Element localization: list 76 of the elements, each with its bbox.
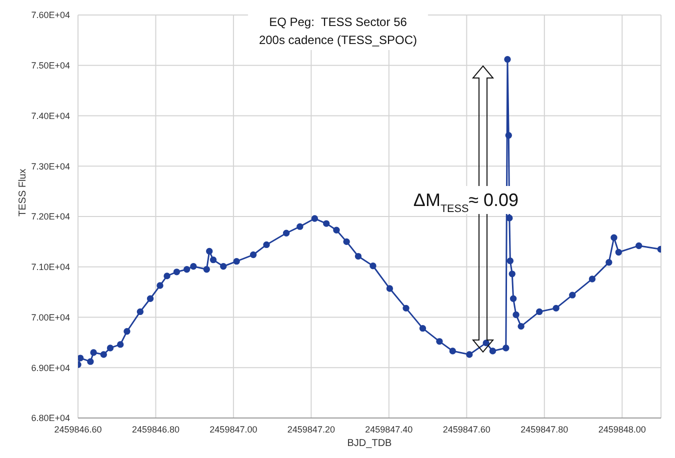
y-tick-label: 7.10E+04: [31, 262, 70, 272]
y-tick-label: 7.00E+04: [31, 312, 70, 322]
point: [220, 263, 227, 270]
x-tick-label: 2459847.60: [442, 424, 490, 434]
point: [610, 234, 618, 242]
point: [505, 132, 512, 139]
point: [323, 220, 330, 227]
point: [402, 304, 410, 312]
point: [512, 311, 520, 318]
y-tick-label: 7.40E+04: [31, 110, 70, 121]
point: [508, 270, 516, 278]
point: [466, 351, 473, 358]
point: [370, 262, 376, 270]
point: [606, 258, 612, 266]
point: [100, 351, 107, 358]
point: [588, 276, 596, 282]
y-tick-label: 7.30E+04: [31, 161, 70, 172]
y-tick-label: 6.80E+04: [31, 413, 70, 424]
point: [250, 251, 257, 258]
point: [210, 256, 217, 264]
y-tick-label: 7.20E+04: [31, 212, 70, 222]
text: 200s cadence (TESS_SPOC): [258, 33, 418, 47]
point: [156, 282, 164, 289]
point: [436, 338, 443, 345]
point: [482, 340, 490, 346]
point: [343, 238, 350, 246]
y-tick-label: 6.90E+04: [31, 362, 70, 373]
point: [146, 295, 154, 302]
point: [311, 215, 318, 222]
point: [386, 285, 394, 292]
x-tick-label: 2459846.80: [132, 424, 180, 434]
point: [333, 226, 340, 234]
point: [506, 257, 514, 264]
point: [510, 295, 517, 302]
point: [536, 308, 543, 316]
chart-title: EQ Peg: TESS Sector 56: [269, 15, 408, 29]
point: [569, 292, 576, 298]
point: [117, 341, 124, 348]
point: [203, 266, 210, 273]
point: [183, 266, 190, 273]
point: [90, 349, 97, 356]
point: [506, 214, 513, 222]
point: [449, 348, 456, 354]
annotation: ΔM$_{TESS}$≈ 0.09: [413, 190, 519, 215]
point: [296, 223, 304, 230]
point: [263, 241, 270, 248]
point: [504, 56, 511, 63]
point: [87, 358, 94, 365]
point: [489, 348, 496, 354]
x-tick-label: 2459847.40: [365, 424, 413, 434]
x-tick-label: 2459848.00: [598, 424, 646, 434]
y-tick-label: 7.60E+04: [31, 10, 70, 20]
point: [164, 272, 170, 280]
point: [635, 242, 642, 250]
x-tick-label: 2459847.20: [287, 424, 335, 434]
point: [136, 308, 144, 316]
point: [615, 248, 622, 256]
point: [282, 230, 290, 236]
point: [124, 328, 130, 335]
point: [233, 258, 240, 265]
x-tick-label: 2459847.00: [210, 424, 258, 434]
y-tick-label: 7.50E+04: [31, 60, 70, 71]
point: [106, 344, 114, 352]
point: [190, 263, 197, 270]
point: [354, 252, 362, 260]
x-axis-title: BJD_TDB: [347, 438, 392, 449]
x-tick-label: 2459847.80: [520, 424, 568, 434]
point: [78, 354, 84, 362]
x-tick-label: 2459846.60: [54, 424, 102, 434]
point: [173, 268, 180, 276]
point: [206, 248, 213, 255]
point: [552, 304, 560, 312]
point: [502, 344, 510, 352]
y-axis-title: TESS Flux: [18, 168, 29, 216]
point: [419, 324, 426, 332]
point: [518, 322, 524, 330]
